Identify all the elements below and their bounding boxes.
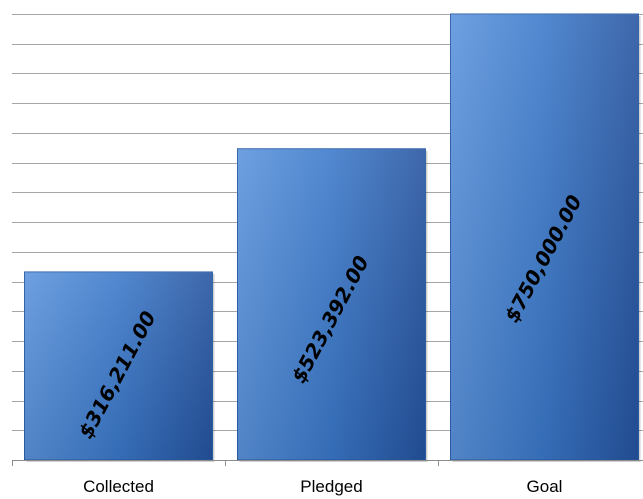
x-axis: Collected Pledged Goal — [12, 460, 643, 496]
bar-group-goal — [450, 13, 641, 462]
bar-group-pledged — [237, 148, 428, 462]
bar-sheen — [24, 271, 213, 460]
category-label: Goal — [527, 477, 563, 496]
bar-sheen — [237, 148, 426, 460]
bar-group-collected — [24, 271, 215, 462]
bars — [24, 13, 641, 462]
bar-sheen — [450, 14, 639, 460]
category-label: Pledged — [300, 477, 362, 496]
category-label: Collected — [83, 477, 154, 496]
